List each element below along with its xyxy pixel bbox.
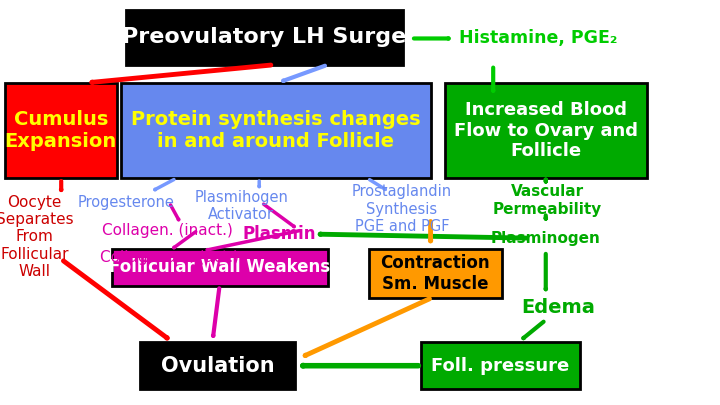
FancyBboxPatch shape — [5, 83, 117, 178]
Text: Preovulatory LH Surge: Preovulatory LH Surge — [122, 28, 407, 47]
Text: Histamine, PGE₂: Histamine, PGE₂ — [459, 30, 618, 47]
Text: Cumulus
Expansion: Cumulus Expansion — [5, 110, 117, 151]
Text: Contraction
Sm. Muscle: Contraction Sm. Muscle — [380, 254, 490, 293]
Text: Follicular Wall Weakens: Follicular Wall Weakens — [109, 258, 330, 276]
FancyBboxPatch shape — [369, 249, 502, 298]
FancyBboxPatch shape — [112, 249, 328, 286]
Text: Edema: Edema — [521, 298, 595, 317]
Text: Plasmihogen
Activator: Plasmihogen Activator — [194, 190, 288, 222]
Text: Plasminogen: Plasminogen — [491, 230, 600, 246]
Text: Foll. pressure: Foll. pressure — [431, 356, 570, 375]
Text: Vascular
Permeability: Vascular Permeability — [492, 184, 602, 217]
Text: Oocyte
Separates
From
Follicular
Wall: Oocyte Separates From Follicular Wall — [0, 195, 73, 279]
Text: Ovulation: Ovulation — [161, 356, 274, 375]
FancyBboxPatch shape — [126, 10, 403, 65]
Text: Progesterone: Progesterone — [78, 195, 174, 210]
Text: Protein synthesis changes
in and around Follicle: Protein synthesis changes in and around … — [131, 110, 420, 151]
Text: Increased Blood
Flow to Ovary and
Follicle: Increased Blood Flow to Ovary and Follic… — [454, 101, 638, 160]
FancyBboxPatch shape — [421, 342, 580, 389]
FancyBboxPatch shape — [445, 83, 647, 178]
Text: Plasmin: Plasmin — [243, 225, 316, 243]
Text: Collagenase (act.): Collagenase (act.) — [100, 249, 240, 265]
FancyBboxPatch shape — [121, 83, 431, 178]
Text: Prostaglandin
Synthesis
PGE and PGF: Prostaglandin Synthesis PGE and PGF — [351, 185, 452, 234]
FancyBboxPatch shape — [140, 342, 295, 389]
Text: Collagen. (inact.): Collagen. (inact.) — [102, 222, 233, 238]
